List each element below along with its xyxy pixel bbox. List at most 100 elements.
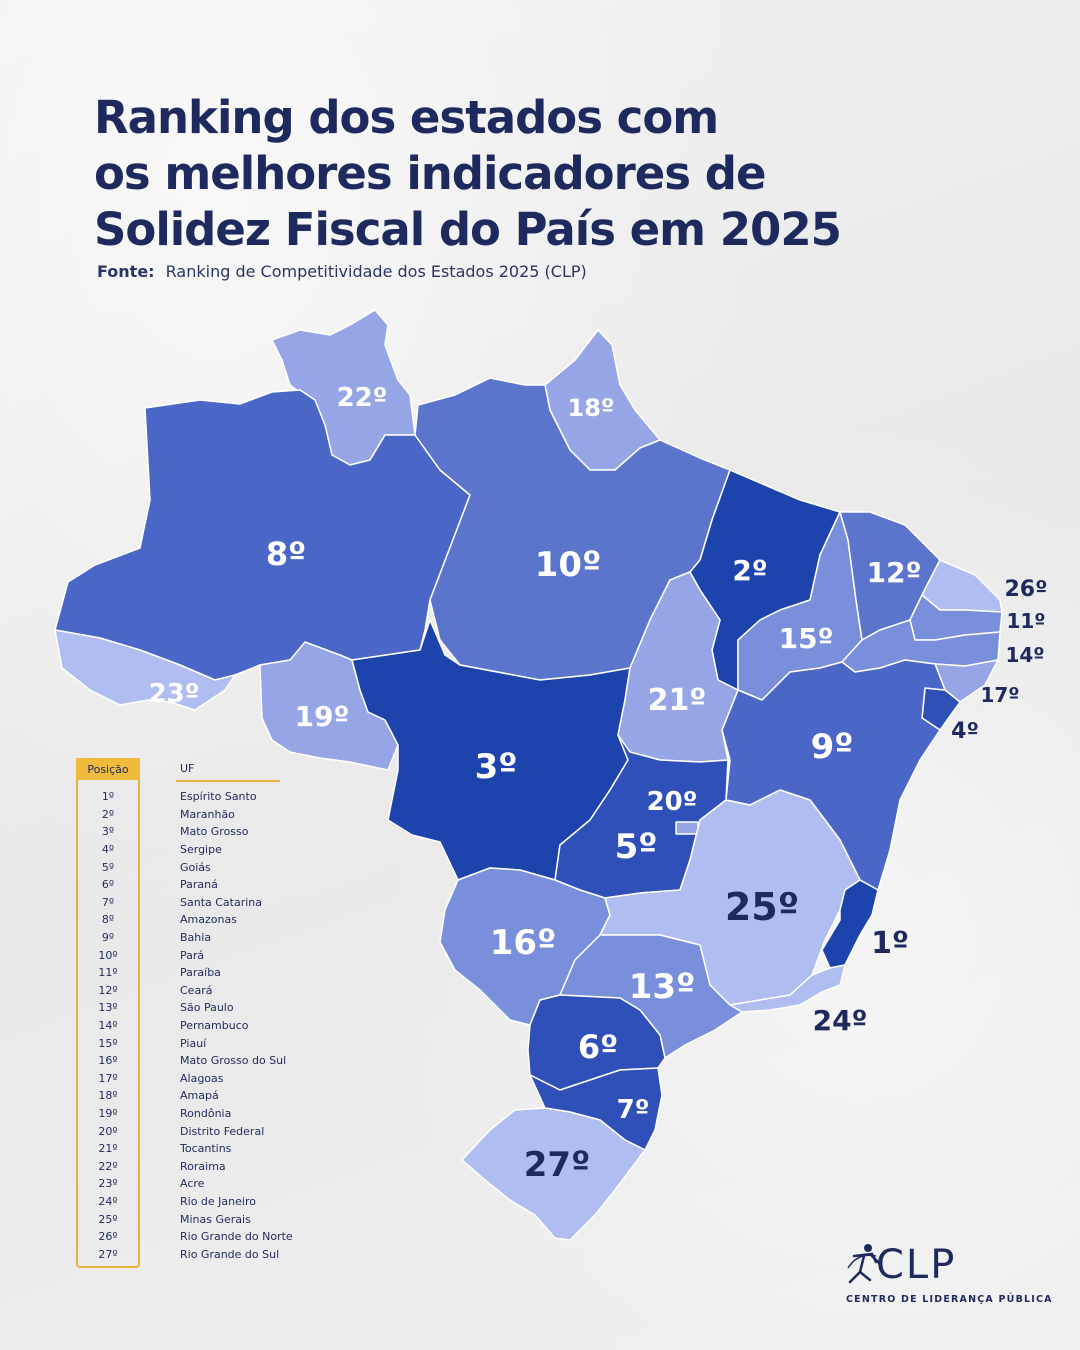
label-MS: 16º xyxy=(490,923,557,963)
clp-logo: CLP CENTRO DE LIDERANÇA PÚBLICA xyxy=(846,1238,1052,1308)
legend-state-name: Mato Grosso xyxy=(180,825,249,839)
legend-position: 16º xyxy=(98,1054,118,1068)
legend-state-name: Minas Gerais xyxy=(180,1212,251,1226)
legend-state-name: Goiás xyxy=(180,860,211,874)
legend-position: 23º xyxy=(98,1177,118,1191)
legend-position: 8º xyxy=(101,913,115,927)
label-RS: 27º xyxy=(524,1145,591,1185)
label-AP: 18º xyxy=(568,394,615,422)
legend-row: 16º Mato Grosso do Sul xyxy=(76,1052,336,1070)
legend-state-name: Piauí xyxy=(180,1036,207,1050)
label-AC: 23º xyxy=(149,679,200,709)
legend-row: 21º Tocantins xyxy=(76,1140,336,1158)
legend-state-name: Sergipe xyxy=(180,843,222,857)
legend-state-name: Rio Grande do Sul xyxy=(180,1247,280,1261)
legend-position: 5º xyxy=(101,860,115,874)
legend-position: 1º xyxy=(101,790,115,804)
legend-row: 9º Bahia xyxy=(76,929,336,947)
state-RJ[interactable] xyxy=(729,964,846,1013)
label-AL: 17º xyxy=(980,683,1019,707)
legend-row: 17º Alagoas xyxy=(76,1070,336,1088)
legend-row: 24º Rio de Janeiro xyxy=(76,1193,336,1211)
label-MT: 3º xyxy=(475,747,518,787)
legend-row: 1º Espírito Santo xyxy=(76,788,336,806)
legend-position: 22º xyxy=(98,1159,118,1173)
legend-position: 13º xyxy=(98,1001,118,1015)
label-SE: 4º xyxy=(951,719,979,744)
legend-row: 8º Amazonas xyxy=(76,911,336,929)
label-CE: 12º xyxy=(867,556,922,589)
legend-position: 14º xyxy=(98,1019,118,1033)
legend-state-name: Roraima xyxy=(180,1159,226,1173)
legend-position: 26º xyxy=(98,1230,118,1244)
legend-row: 27º Rio Grande do Sul xyxy=(76,1245,336,1263)
source-line: Fonte: Ranking de Competitividade dos Es… xyxy=(97,262,587,281)
page-title: Ranking dos estados com os melhores indi… xyxy=(94,90,994,258)
title-line-2: os melhores indicadores de xyxy=(94,147,766,200)
legend-header-uf: UF xyxy=(176,762,280,782)
label-PA: 10º xyxy=(535,545,602,585)
state-AC[interactable] xyxy=(54,629,236,711)
legend-row: 6º Paraná xyxy=(76,876,336,894)
legend-position: 25º xyxy=(98,1212,118,1226)
state-DF[interactable] xyxy=(675,821,699,835)
ranking-legend: Posição UF 1º Espírito Santo 2º Maranhão 3º M… xyxy=(76,758,296,1270)
legend-state-name: Maranhão xyxy=(180,807,235,821)
legend-position: 18º xyxy=(98,1089,118,1103)
legend-rows: 1º Espírito Santo 2º Maranhão 3º Mato Grosso 4… xyxy=(76,788,336,1263)
legend-position: 19º xyxy=(98,1106,118,1120)
label-ES: 1º xyxy=(871,926,909,961)
legend-row: 23º Acre xyxy=(76,1175,336,1193)
legend-position: 12º xyxy=(98,983,118,997)
legend-position: 27º xyxy=(98,1247,118,1261)
legend-state-name: Rondônia xyxy=(180,1106,232,1120)
legend-state-name: Pará xyxy=(180,948,205,962)
legend-state-name: Pernambuco xyxy=(180,1019,249,1033)
legend-state-name: Mato Grosso do Sul xyxy=(180,1054,287,1068)
label-SC: 7º xyxy=(617,1095,650,1125)
legend-row: 12º Ceará xyxy=(76,982,336,1000)
logo-name: CLP xyxy=(876,1242,957,1288)
legend-row: 18º Amapá xyxy=(76,1087,336,1105)
legend-row: 19º Rondônia xyxy=(76,1105,336,1123)
label-GO: 5º xyxy=(615,827,658,867)
label-RR: 22º xyxy=(337,383,388,413)
legend-state-name: Ceará xyxy=(180,983,213,997)
legend-state-name: Distrito Federal xyxy=(180,1124,265,1138)
legend-header-position: Posição xyxy=(76,758,140,780)
legend-state-name: Amapá xyxy=(180,1089,219,1103)
legend-row: 11º Paraíba xyxy=(76,964,336,982)
label-RN: 26º xyxy=(1004,577,1047,602)
legend-row: 3º Mato Grosso xyxy=(76,823,336,841)
legend-state-name: Santa Catarina xyxy=(180,895,263,909)
legend-state-name: Amazonas xyxy=(180,913,237,927)
logo-subtitle: CENTRO DE LIDERANÇA PÚBLICA xyxy=(846,1294,1053,1305)
label-AM: 8º xyxy=(266,535,306,573)
legend-state-name: Espírito Santo xyxy=(180,790,257,804)
legend-position: 7º xyxy=(101,895,115,909)
label-BA: 9º xyxy=(811,727,854,767)
legend-position: 21º xyxy=(98,1142,118,1156)
legend-position: 11º xyxy=(98,966,118,980)
label-MA: 2º xyxy=(732,554,767,587)
legend-state-name: Paraíba xyxy=(180,966,221,980)
legend-state-name: Rio de Janeiro xyxy=(180,1194,256,1208)
legend-state-name: Alagoas xyxy=(180,1071,224,1085)
source-text: Ranking de Competitividade dos Estados 2… xyxy=(165,262,587,281)
runner-figure-icon xyxy=(847,1244,882,1284)
legend-position: 24º xyxy=(98,1194,118,1208)
legend-row: 10º Pará xyxy=(76,946,336,964)
legend-position: 6º xyxy=(101,878,115,892)
legend-state-name: Tocantins xyxy=(180,1142,232,1156)
state-RS[interactable] xyxy=(461,1107,646,1241)
legend-state-name: Rio Grande do Norte xyxy=(180,1230,293,1244)
label-TO: 21º xyxy=(648,683,707,718)
legend-state-name: Acre xyxy=(180,1177,205,1191)
state-BA[interactable] xyxy=(721,659,946,891)
label-SP: 13º xyxy=(629,967,696,1007)
label-RJ: 24º xyxy=(813,1004,868,1037)
legend-row: 5º Goiás xyxy=(76,858,336,876)
label-RO: 19º xyxy=(295,700,350,733)
label-PB: 11º xyxy=(1006,609,1045,633)
